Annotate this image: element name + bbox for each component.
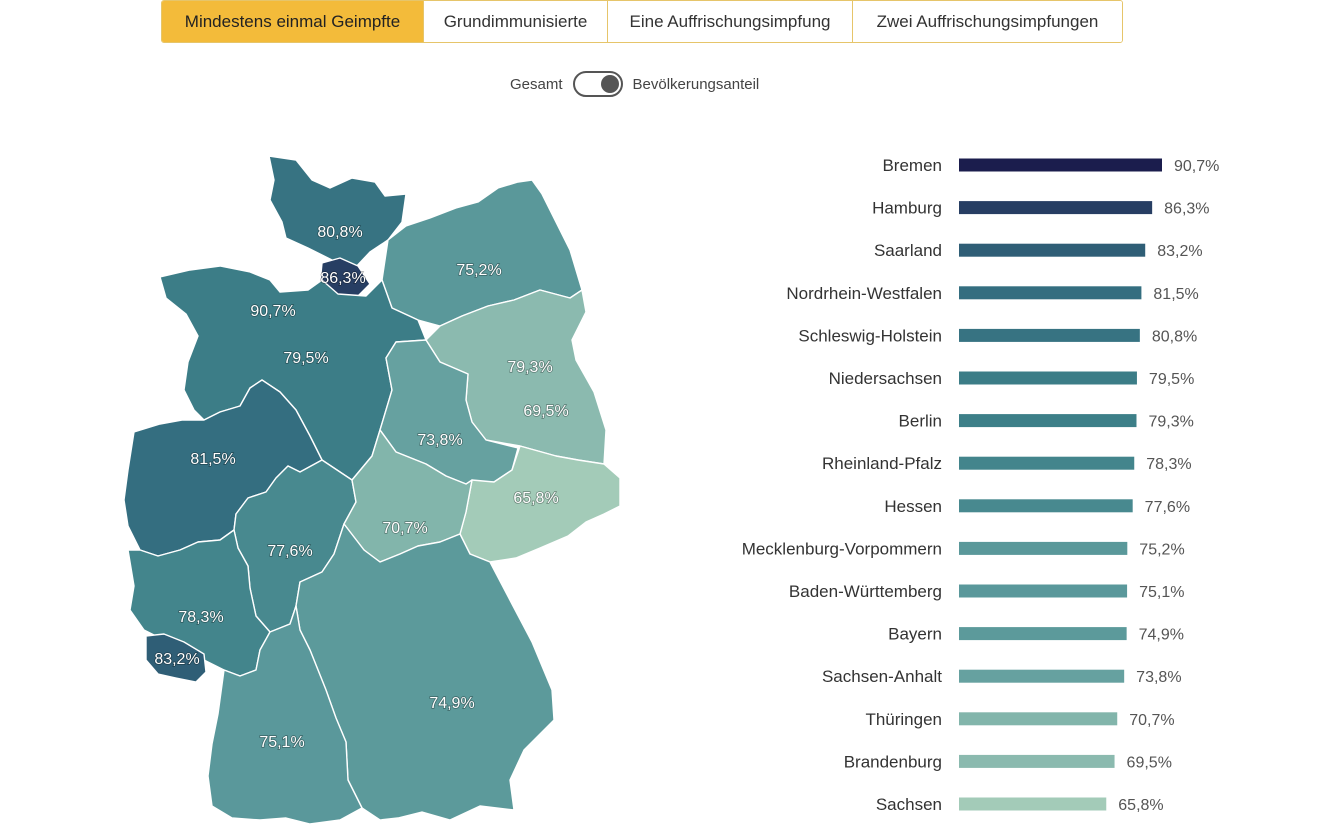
bar-label-bayern: Bayern [888,625,942,644]
map-label-niedersachsen: 79,5% [283,350,328,367]
bar-value-mecklenburg-vorpommern: 75,2% [1139,541,1184,558]
map-label-sachsen: 65,8% [513,490,558,507]
tab-grundimmunisierte[interactable]: Grundimmunisierte [424,1,608,42]
bar-label-thueringen: Thüringen [865,710,942,729]
map-label-berlin: 79,3% [507,359,552,376]
bar-thueringen[interactable] [959,712,1118,726]
map-label-brandenburg: 69,5% [523,403,568,420]
bar-value-hamburg: 86,3% [1164,201,1209,218]
tab-eine-auffrischungsimpfung[interactable]: Eine Auffrischungsimpfung [608,1,853,42]
map-region-baden-wuerttemberg[interactable] [207,605,363,825]
bar-value-saarland: 83,2% [1157,243,1202,260]
map-label-schleswig-holstein: 80,8% [317,224,362,241]
bar-label-hamburg: Hamburg [872,199,942,218]
bar-saarland[interactable] [959,243,1146,257]
toggle-label-gesamt[interactable]: Gesamt [510,75,563,93]
map-label-nordrhein-westfalen: 81,5% [190,451,235,468]
bar-berlin[interactable] [959,414,1137,428]
bar-value-thueringen: 70,7% [1129,712,1174,729]
bar-value-brandenburg: 69,5% [1127,754,1172,771]
bar-label-nordrhein-westfalen: Nordrhein-Westfalen [786,284,942,303]
bar-value-niedersachsen: 79,5% [1149,371,1194,388]
bar-hamburg[interactable] [959,201,1153,215]
map-label-saarland: 83,2% [154,651,199,668]
bar-brandenburg[interactable] [959,754,1115,768]
toggle-label-bevoelkerungsanteil[interactable]: Bevölkerungsanteil [632,75,760,93]
bar-label-brandenburg: Brandenburg [844,752,942,771]
bar-sachsen[interactable] [959,797,1107,811]
bar-label-baden-wuerttemberg: Baden-Württemberg [789,582,942,601]
state-bar-chart: Bremen 90,7% Hamburg 86,3% Saarland 83,2% Nord… [742,156,1220,814]
tab-mindestens-einmal-geimpfte[interactable]: Mindestens einmal Geimpfte [162,1,424,42]
germany-choropleth-map: 80,8% 86,3% 75,2% 90,7% 79,5% 79,3% 69,5% 73,8%… [123,155,621,825]
bar-label-berlin: Berlin [899,412,942,431]
map-label-thueringen: 70,7% [382,520,427,537]
bar-label-schleswig-holstein: Schleswig-Holstein [798,326,942,345]
bar-label-rheinland-pfalz: Rheinland-Pfalz [822,454,942,473]
map-region-saarland[interactable] [145,633,207,683]
bar-value-bayern: 74,9% [1139,627,1184,644]
bar-value-baden-wuerttemberg: 75,1% [1139,584,1184,601]
bar-value-berlin: 79,3% [1148,414,1193,431]
bar-value-rheinland-pfalz: 78,3% [1146,456,1191,473]
map-label-bayern: 74,9% [429,695,474,712]
switch-knob [600,75,619,93]
bar-schleswig-holstein[interactable] [959,328,1140,342]
bar-niedersachsen[interactable] [959,371,1137,385]
bar-label-niedersachsen: Niedersachsen [829,369,942,388]
map-label-hamburg: 86,3% [320,270,365,287]
bar-label-sachsen-anhalt: Sachsen-Anhalt [822,667,942,686]
display-mode-toggle-row: Gesamt Bevölkerungsanteil [510,71,759,97]
tab-zwei-auffrischungsimpfungen[interactable]: Zwei Auffrischungsimpfungen [853,1,1122,42]
bar-label-saarland: Saarland [874,241,942,260]
bar-label-sachsen: Sachsen [876,795,942,814]
bar-value-nordrhein-westfalen: 81,5% [1153,286,1198,303]
bar-label-mecklenburg-vorpommern: Mecklenburg-Vorpommern [742,539,942,558]
bar-value-schleswig-holstein: 80,8% [1152,328,1197,345]
map-label-mecklenburg-vorpommern: 75,2% [456,262,501,279]
map-label-sachsen-anhalt: 73,8% [417,432,462,449]
map-region-mecklenburg-vorpommern[interactable] [381,179,583,327]
bar-label-hessen: Hessen [884,497,942,516]
bar-label-bremen: Bremen [882,156,942,175]
map-label-baden-wuerttemberg: 75,1% [259,734,304,751]
map-label-rheinland-pfalz: 78,3% [178,609,223,626]
vaccination-tabs: Mindestens einmal Geimpfte Grundimmunisi… [161,0,1123,43]
bar-rheinland-pfalz[interactable] [959,456,1135,470]
bar-value-hessen: 77,6% [1145,499,1190,516]
bar-sachsen-anhalt[interactable] [959,669,1125,683]
bar-value-sachsen: 65,8% [1118,797,1163,814]
display-mode-switch[interactable] [572,71,623,97]
bar-value-sachsen-anhalt: 73,8% [1136,669,1181,686]
bar-mecklenburg-vorpommern[interactable] [959,541,1128,555]
bar-bayern[interactable] [959,627,1127,641]
bar-baden-wuerttemberg[interactable] [959,584,1128,598]
bar-nordrhein-westfalen[interactable] [959,286,1142,300]
bar-value-bremen: 90,7% [1174,158,1219,175]
bar-hessen[interactable] [959,499,1133,513]
map-label-bremen: 90,7% [250,303,295,320]
map-label-hessen: 77,6% [267,543,312,560]
bar-bremen[interactable] [959,158,1162,172]
